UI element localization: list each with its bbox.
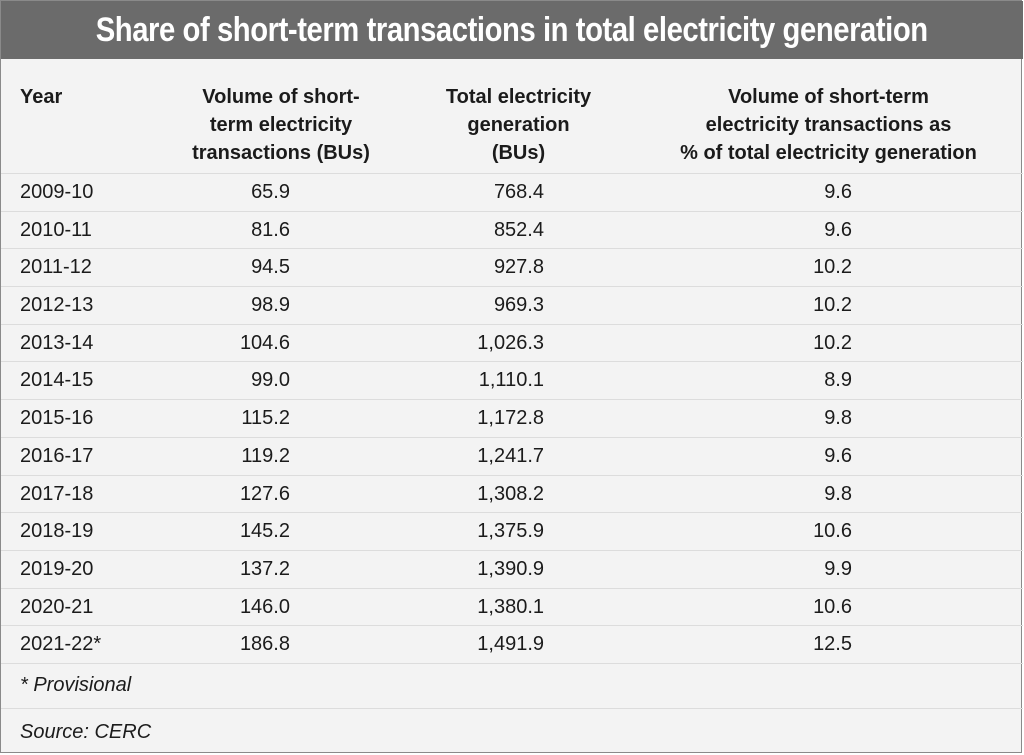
header-percent-line-1: Volume of short-term [728,86,929,108]
cell-percent: 9.8 [824,407,852,430]
header-volume-line-2: term electricity [209,114,353,136]
source-row: Source: CERC [1,709,1023,753]
header-percent-line-2: electricity transactions as [705,114,952,136]
cell-volume: 81.6 [251,218,290,241]
cell-percent: 10.6 [813,520,852,543]
cell-volume: 186.8 [239,633,290,656]
cell-year: 2013-14 [20,331,94,354]
cell-percent: 12.5 [813,633,852,656]
footnote-row: * Provisional [1,664,1023,709]
cell-total: 927.8 [493,256,544,279]
header-total-line-1: Total electricity [445,86,592,108]
header-total-line-2: generation [467,114,570,136]
cell-year: 2010-11 [20,218,92,241]
cell-volume: 137.2 [239,557,290,580]
cell-year: 2018-19 [20,520,94,543]
cell-volume: 119.2 [241,444,290,467]
table-row: 2020-21 146.0 1,380.1 10.6 [1,589,1023,627]
cell-total: 1,172.8 [477,407,544,430]
cell-percent: 9.6 [824,444,852,467]
table-row: 2014-15 99.0 1,110.1 8.9 [1,362,1023,401]
cell-total: 852.4 [493,218,544,241]
cell-total: 969.3 [493,294,544,317]
table-row: 2017-18 127.6 1,308.2 9.8 [1,476,1023,514]
cell-volume: 127.6 [239,482,290,505]
table-row: 2015-16 115.2 1,172.8 9.8 [1,400,1023,438]
header-percent: Volume of short-term electricity transac… [661,83,996,167]
cell-year: 2015-16 [20,407,94,430]
table-row: 2012-13 98.9 969.3 10.2 [1,287,1023,325]
table-body: 2009-10 65.9 768.4 9.6 2010-11 81.6 852.4 9.6 20… [1,174,1023,664]
cell-total: 1,380.1 [477,595,544,618]
footnote: * Provisional [20,673,132,696]
cell-year: 2020-21 [20,595,94,618]
cell-percent: 8.9 [824,369,852,392]
table-row: 2019-20 137.2 1,390.9 9.9 [1,551,1023,589]
cell-percent: 10.2 [813,294,852,317]
table-row: 2013-14 104.6 1,026.3 10.2 [1,325,1023,363]
header-year-label: Year [20,86,63,108]
cell-year: 2021-22* [20,633,102,656]
cell-percent: 10.6 [813,595,852,618]
table-row: 2011-12 94.5 927.8 10.2 [1,249,1023,288]
cell-total: 1,375.9 [477,520,544,543]
header-volume: Volume of short- term electricity transa… [186,83,376,167]
cell-year: 2019-20 [20,557,94,580]
cell-total: 1,110.1 [478,369,544,392]
cell-volume: 98.9 [251,294,290,317]
cell-percent: 10.2 [813,331,852,354]
cell-total: 1,026.3 [477,331,544,354]
header-volume-line-1: Volume of short- [202,86,360,108]
table-header-row: Year Volume of short- term electricity t… [1,59,1023,174]
title-bar: Share of short-term transactions in tota… [1,1,1023,59]
cell-volume: 145.2 [239,520,290,543]
cell-total: 1,308.2 [477,482,544,505]
cell-year: 2011-12 [20,256,92,279]
table-row: 2018-19 145.2 1,375.9 10.6 [1,513,1023,551]
cell-volume: 65.9 [251,181,290,203]
table-row: 2021-22* 186.8 1,491.9 12.5 [1,626,1023,664]
cell-total: 1,390.9 [477,557,544,580]
header-total: Total electricity generation (BUs) [426,83,611,167]
cell-volume: 99.0 [251,369,290,392]
cell-total: 1,241.7 [477,444,544,467]
table-row: 2009-10 65.9 768.4 9.6 [1,174,1023,212]
header-total-line-3: (BUs) [491,142,546,164]
cell-year: 2017-18 [20,482,94,505]
header-percent-line-3: % of total electricity generation [680,142,977,164]
cell-volume: 94.5 [251,256,290,279]
table-title: Share of short-term transactions in tota… [95,10,928,49]
cell-year: 2014-15 [20,369,94,392]
cell-volume: 104.6 [239,331,290,354]
cell-total: 768.4 [493,181,544,203]
cell-percent: 9.6 [824,218,852,241]
cell-total: 1,491.9 [477,633,544,656]
source-note: Source: CERC [20,720,152,743]
header-volume-line-3: transactions (BUs) [192,142,370,164]
table-row: 2016-17 119.2 1,241.7 9.6 [1,438,1023,476]
cell-year: 2009-10 [20,181,94,203]
cell-percent: 9.9 [824,557,852,580]
cell-volume: 115.2 [241,407,290,430]
cell-percent: 10.2 [813,256,852,279]
header-year: Year [20,83,100,111]
data-table: Year Volume of short- term electricity t… [1,59,1023,753]
cell-percent: 9.6 [824,181,852,203]
cell-percent: 9.8 [824,482,852,505]
cell-year: 2016-17 [20,444,94,467]
table-row: 2010-11 81.6 852.4 9.6 [1,212,1023,250]
cell-volume: 146.0 [239,595,290,618]
cell-year: 2012-13 [20,294,94,317]
